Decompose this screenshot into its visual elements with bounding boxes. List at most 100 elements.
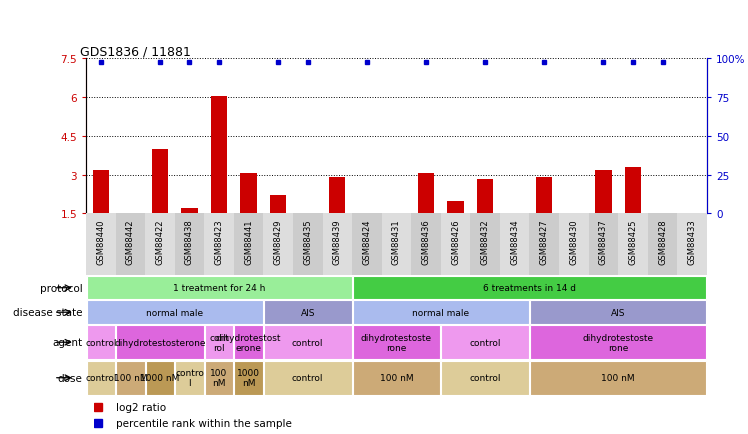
Bar <box>145 214 175 276</box>
Text: 100 nM: 100 nM <box>380 373 413 382</box>
FancyBboxPatch shape <box>234 361 263 395</box>
Bar <box>625 168 641 214</box>
Bar <box>536 178 552 214</box>
Text: GSM88431: GSM88431 <box>392 219 401 264</box>
Text: GSM88442: GSM88442 <box>126 219 135 264</box>
Bar <box>411 214 441 276</box>
Text: control: control <box>470 338 501 347</box>
FancyBboxPatch shape <box>87 326 115 359</box>
FancyBboxPatch shape <box>530 301 706 324</box>
Text: AIS: AIS <box>301 308 315 317</box>
FancyBboxPatch shape <box>205 326 233 359</box>
Text: 1000 nM: 1000 nM <box>140 373 180 382</box>
Bar <box>595 170 612 214</box>
Bar <box>234 214 263 276</box>
FancyBboxPatch shape <box>353 326 440 359</box>
Text: dihydrotestoste
rone: dihydrotestoste rone <box>361 333 432 352</box>
Bar <box>559 214 589 276</box>
Text: 100
nM: 100 nM <box>210 368 227 388</box>
FancyBboxPatch shape <box>441 326 529 359</box>
Text: 1000
nM: 1000 nM <box>237 368 260 388</box>
Bar <box>530 214 559 276</box>
FancyBboxPatch shape <box>530 361 706 395</box>
Bar <box>381 214 411 276</box>
Text: GSM88435: GSM88435 <box>303 219 312 264</box>
Bar <box>181 209 197 214</box>
Text: GSM88433: GSM88433 <box>687 219 696 265</box>
Text: cont
rol: cont rol <box>209 333 229 352</box>
Bar <box>477 179 493 214</box>
FancyBboxPatch shape <box>264 361 352 395</box>
Text: disease state: disease state <box>13 308 82 318</box>
Text: control: control <box>85 338 117 347</box>
Text: control: control <box>292 338 323 347</box>
Text: 100 nM: 100 nM <box>601 373 635 382</box>
FancyBboxPatch shape <box>353 361 440 395</box>
Bar <box>500 214 530 276</box>
Text: GSM88426: GSM88426 <box>451 219 460 264</box>
Text: agent: agent <box>52 338 82 348</box>
Text: control: control <box>85 373 117 382</box>
FancyBboxPatch shape <box>264 301 352 324</box>
Bar <box>352 214 381 276</box>
Text: 100 nM: 100 nM <box>114 373 147 382</box>
FancyBboxPatch shape <box>87 301 263 324</box>
Text: dihydrotestost
erone: dihydrotestost erone <box>216 333 281 352</box>
Bar <box>263 214 293 276</box>
Text: normal male: normal male <box>146 308 203 317</box>
Text: AIS: AIS <box>611 308 625 317</box>
Bar <box>677 214 707 276</box>
Text: GSM88436: GSM88436 <box>422 219 431 265</box>
Text: GSM88428: GSM88428 <box>658 219 667 264</box>
Bar <box>648 214 677 276</box>
Text: GSM88430: GSM88430 <box>569 219 578 264</box>
Text: GSM88427: GSM88427 <box>540 219 549 264</box>
Bar <box>211 97 227 214</box>
FancyBboxPatch shape <box>205 361 233 395</box>
Text: dihydrotestosterone: dihydrotestosterone <box>114 338 206 347</box>
Text: contro
l: contro l <box>175 368 204 388</box>
Text: GSM88424: GSM88424 <box>362 219 371 264</box>
Bar <box>322 214 352 276</box>
Bar <box>447 201 464 214</box>
Text: GSM88439: GSM88439 <box>333 219 342 264</box>
Text: percentile rank within the sample: percentile rank within the sample <box>116 418 292 427</box>
FancyBboxPatch shape <box>353 301 529 324</box>
Bar <box>418 174 434 214</box>
Text: control: control <box>470 373 501 382</box>
Bar <box>441 214 470 276</box>
Text: GSM88434: GSM88434 <box>510 219 519 264</box>
Text: GSM88429: GSM88429 <box>274 219 283 264</box>
FancyBboxPatch shape <box>234 326 263 359</box>
Text: GDS1836 / 11881: GDS1836 / 11881 <box>80 45 191 58</box>
Bar <box>241 174 257 214</box>
Bar <box>93 170 109 214</box>
Text: 1 treatment for 24 h: 1 treatment for 24 h <box>173 283 266 293</box>
Bar <box>470 214 500 276</box>
Bar <box>329 178 346 214</box>
Bar <box>293 214 322 276</box>
Text: 6 treatments in 14 d: 6 treatments in 14 d <box>483 283 576 293</box>
Text: GSM88422: GSM88422 <box>156 219 165 264</box>
FancyBboxPatch shape <box>116 361 144 395</box>
Text: normal male: normal male <box>412 308 469 317</box>
Text: GSM88432: GSM88432 <box>481 219 490 264</box>
Bar <box>175 214 204 276</box>
Bar <box>270 196 286 214</box>
FancyBboxPatch shape <box>530 326 706 359</box>
Text: GSM88438: GSM88438 <box>185 219 194 265</box>
FancyBboxPatch shape <box>264 326 352 359</box>
Bar <box>86 214 116 276</box>
Text: dose: dose <box>58 373 82 383</box>
Text: dihydrotestoste
rone: dihydrotestoste rone <box>583 333 654 352</box>
Bar <box>204 214 234 276</box>
Text: GSM88441: GSM88441 <box>244 219 253 264</box>
FancyBboxPatch shape <box>353 276 706 300</box>
FancyBboxPatch shape <box>116 326 203 359</box>
Text: GSM88425: GSM88425 <box>628 219 637 264</box>
FancyBboxPatch shape <box>441 361 529 395</box>
Text: control: control <box>292 373 323 382</box>
Bar <box>152 150 168 214</box>
Text: GSM88440: GSM88440 <box>96 219 105 264</box>
Text: log2 ratio: log2 ratio <box>116 402 166 412</box>
